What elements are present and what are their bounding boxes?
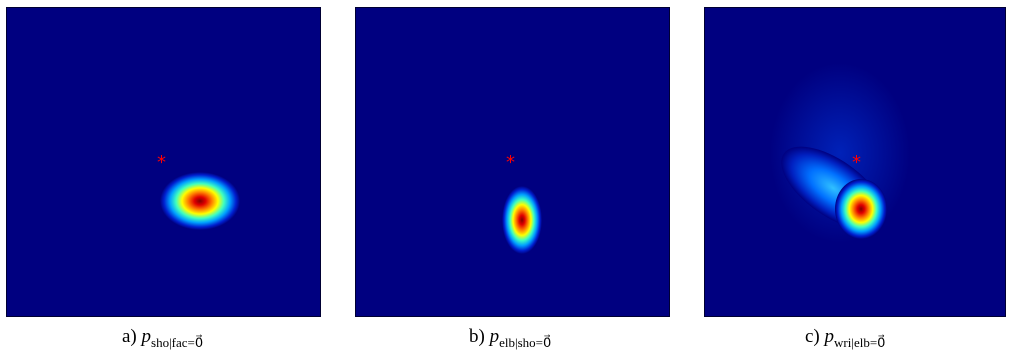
heatmap-a-svg <box>7 8 320 316</box>
density-blob-a <box>160 172 240 230</box>
caption-a-prefix: a) <box>122 326 137 347</box>
caption-a: a) psho|fac=0⃗ <box>122 326 203 351</box>
caption-a-symbol: p <box>141 326 152 347</box>
heatmap-b: * <box>355 7 670 317</box>
heatmap-c: * <box>704 7 1006 317</box>
origin-marker-a: * <box>157 152 166 173</box>
caption-b-subscript: elb|sho=0⃗ <box>499 335 552 350</box>
caption-b-symbol: p <box>489 326 500 347</box>
heatmap-a: * <box>6 7 321 317</box>
caption-c-prefix: c) <box>805 326 820 347</box>
origin-marker-c: * <box>852 152 861 173</box>
heatmap-c-svg <box>705 8 1005 316</box>
origin-marker-b: * <box>506 152 515 173</box>
caption-a-subscript: sho|fac=0⃗ <box>151 335 204 350</box>
caption-c-symbol: p <box>824 326 835 347</box>
heatmap-b-svg <box>356 8 669 316</box>
caption-b: b) pelb|sho=0⃗ <box>469 326 551 351</box>
caption-c-subscript: wri|elb=0⃗ <box>834 335 886 350</box>
caption-c: c) pwri|elb=0⃗ <box>805 326 885 351</box>
caption-b-prefix: b) <box>469 326 485 347</box>
density-blob-b <box>502 186 542 254</box>
density-blob-c <box>835 179 887 239</box>
